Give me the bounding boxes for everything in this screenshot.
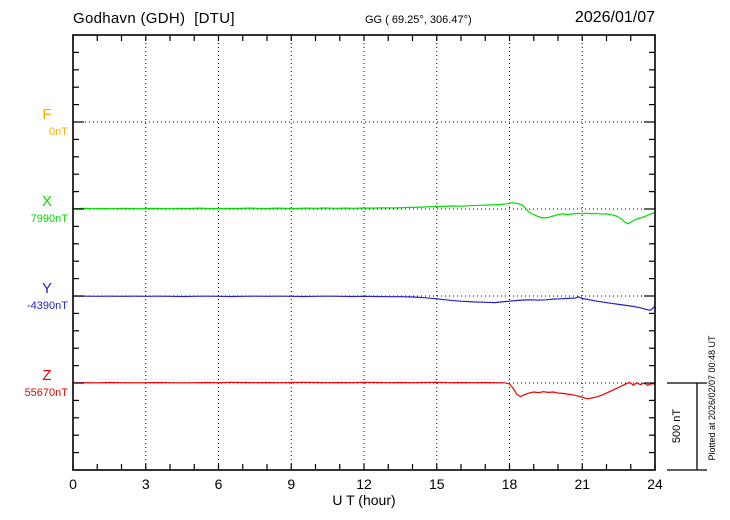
x-tick-label-6: 6 <box>215 476 223 492</box>
trace-Y <box>72 295 656 311</box>
channel-label-F: F <box>42 106 51 123</box>
x-tick-label-15: 15 <box>429 476 445 492</box>
x-tick-label-0: 0 <box>69 476 77 492</box>
plot-frame <box>72 34 656 471</box>
plotted-at-note: Plotted at 2026/02/07 00:48 UT <box>707 335 717 461</box>
x-tick-label-3: 3 <box>142 476 150 492</box>
channel-label-X: X <box>42 193 52 210</box>
channel-label-Y: Y <box>42 280 52 297</box>
channel-label-Z: Z <box>42 367 51 384</box>
channel-baseline-value-Z: 55670nT <box>25 387 69 399</box>
x-tick-label-9: 9 <box>287 476 295 492</box>
x-tick-label-18: 18 <box>502 476 518 492</box>
channel-baseline-value-F: 0nT <box>49 126 68 138</box>
trace-Z <box>72 381 656 400</box>
station-title: Godhavn (GDH) [DTU] <box>73 10 235 27</box>
x-axis-title: U T (hour) <box>332 492 396 508</box>
x-tick-label-21: 21 <box>574 476 590 492</box>
trace-X <box>72 202 656 225</box>
x-tick-label-24: 24 <box>647 476 663 492</box>
channel-baseline-value-Y: -4390nT <box>27 300 68 312</box>
x-tick-label-12: 12 <box>356 476 372 492</box>
plot-date: 2026/01/07 <box>574 9 655 26</box>
channel-baseline-value-X: 7990nT <box>31 213 69 225</box>
scale-bar-label: 500 nT <box>671 408 683 444</box>
geographic-coordinates: GG ( 69.25°, 306.47°) <box>365 14 472 26</box>
